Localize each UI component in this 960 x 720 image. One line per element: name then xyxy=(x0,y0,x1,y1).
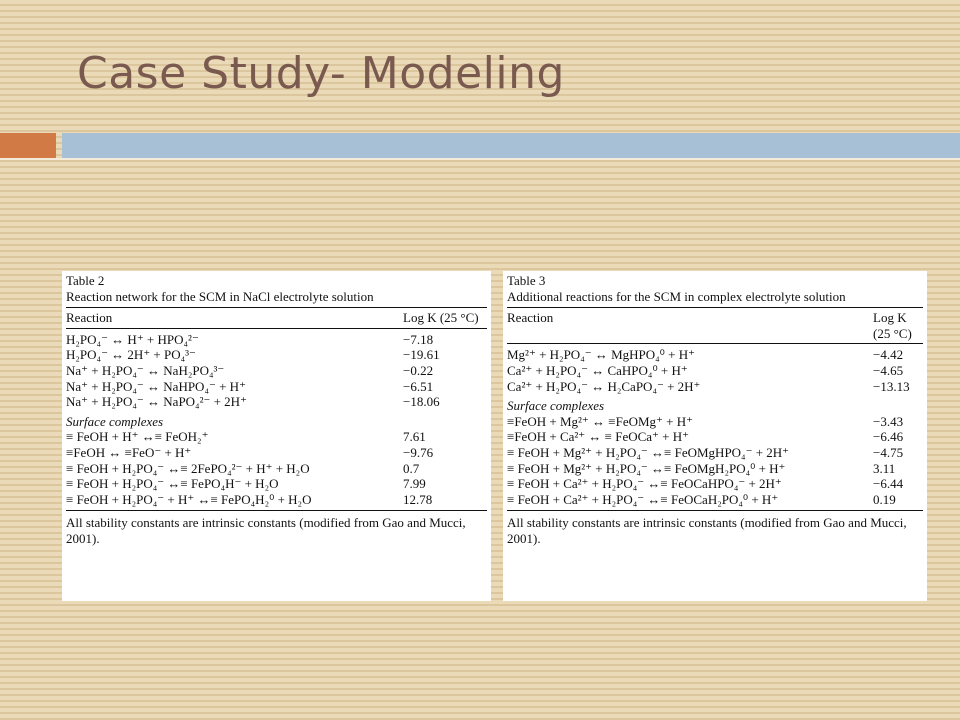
reaction-cell: ≡ FeOH + H₂PO₄⁻ + H⁺ ↔≡ FePO₄H₂⁰ + H₂O xyxy=(66,491,312,507)
table-row: ≡FeOH ↔ ≡FeO⁻ + H⁺ −9.76 xyxy=(66,445,487,461)
column-header-reaction: Reaction xyxy=(66,310,113,326)
reaction-cell: Na⁺ + H₂PO₄⁻ ↔ NaPO₄²⁻ + 2H⁺ xyxy=(66,394,247,410)
reaction-cell: ≡ FeOH + H⁺ ↔≡ FeOH₂⁺ xyxy=(66,429,209,445)
table-row: ≡ FeOH + Ca²⁺ + H₂PO₄⁻ ↔≡ FeOCaH₂PO₄⁰ + … xyxy=(507,492,923,508)
reaction-cell: ≡ FeOH + Ca²⁺ + H₂PO₄⁻ ↔≡ FeOCaH₂PO₄⁰ + … xyxy=(507,491,779,507)
table-row: ≡ FeOH + H₂PO₄⁻ + H⁺ ↔≡ FePO₄H₂⁰ + H₂O 12… xyxy=(66,492,487,508)
logk-cell: 0.19 xyxy=(873,491,896,507)
logk-cell: 7.99 xyxy=(403,476,426,492)
table-3-surface-rows: ≡FeOH + Mg²⁺ ↔ ≡FeOMg⁺ + H⁺ −3.43 ≡FeOH +… xyxy=(507,414,923,508)
table-2-image: Table 2 Reaction network for the SCM in … xyxy=(62,271,491,601)
table-3-caption: Additional reactions for the SCM in comp… xyxy=(507,288,846,304)
logk-cell: 0.7 xyxy=(403,460,420,476)
logk-cell: −3.43 xyxy=(873,413,904,429)
divider-line xyxy=(0,158,960,160)
logk-cell: −9.76 xyxy=(403,444,434,460)
reaction-cell: Ca²⁺ + H₂PO₄⁻ ↔ CaHPO₄⁰ + H⁺ xyxy=(507,362,688,378)
logk-cell: −6.51 xyxy=(403,378,434,394)
reaction-cell: Mg²⁺ + H₂PO₄⁻ ↔ MgHPO₄⁰ + H⁺ xyxy=(507,347,695,363)
slide-title: Case Study- Modeling xyxy=(77,48,565,99)
logk-cell: −4.75 xyxy=(873,444,904,460)
reaction-cell: ≡ FeOH + Mg²⁺ + H₂PO₄⁻ ↔≡ FeOMgHPO₄⁻ + 2… xyxy=(507,444,790,460)
table-row: Ca²⁺ + H₂PO₄⁻ ↔ CaHPO₄⁰ + H⁺ −4.65 xyxy=(507,363,923,379)
table-3-image: Table 3 Additional reactions for the SCM… xyxy=(503,271,927,601)
reaction-cell: H₂PO₄⁻ ↔ H⁺ + HPO₄²⁻ xyxy=(66,331,199,347)
logk-cell: 12.78 xyxy=(403,491,433,507)
table-row: ≡ FeOH + Mg²⁺ + H₂PO₄⁻ ↔≡ FeOMgHPO₄⁻ + 2… xyxy=(507,445,923,461)
table-row: ≡FeOH + Ca²⁺ ↔ ≡ FeOCa⁺ + H⁺ −6.46 xyxy=(507,429,923,445)
logk-cell: 7.61 xyxy=(403,429,426,445)
table-3-header: Reaction Log K (25 °C) xyxy=(507,308,923,343)
table-row: ≡ FeOH + H₂PO₄⁻ ↔≡ FePO₄H⁻ + H₂O 7.99 xyxy=(66,476,487,492)
logk-cell: −18.06 xyxy=(403,394,440,410)
table-2-header: Reaction Log K (25 °C) xyxy=(66,308,487,328)
table-row: Na⁺ + H₂PO₄⁻ ↔ NaPO₄²⁻ + 2H⁺ −18.06 xyxy=(66,394,487,410)
logk-cell: −19.61 xyxy=(403,347,440,363)
reaction-cell: H₂PO₄⁻ ↔ 2H⁺ + PO₄³⁻ xyxy=(66,347,196,363)
logk-cell: −13.13 xyxy=(873,378,910,394)
section-heading: Surface complexes xyxy=(507,398,605,414)
reaction-cell: ≡FeOH + Mg²⁺ ↔ ≡FeOMg⁺ + H⁺ xyxy=(507,413,693,429)
reaction-cell: ≡ FeOH + H₂PO₄⁻ ↔≡ FePO₄H⁻ + H₂O xyxy=(66,476,279,492)
table-row: Ca²⁺ + H₂PO₄⁻ ↔ H₂CaPO₄⁻ + 2H⁺ −13.13 xyxy=(507,379,923,395)
logk-cell: −0.22 xyxy=(403,362,434,378)
accent-bar-blue xyxy=(62,133,960,158)
table-3-rows: Mg²⁺ + H₂PO₄⁻ ↔ MgHPO₄⁰ + H⁺ −4.42 Ca²⁺ +… xyxy=(507,347,923,394)
table-row: Na⁺ + H₂PO₄⁻ ↔ NaH₂PO₄³⁻ −0.22 xyxy=(66,363,487,379)
column-header-logk: Log K (25 °C) xyxy=(403,310,479,326)
table-row: ≡ FeOH + Mg²⁺ + H₂PO₄⁻ ↔≡ FeOMgH₂PO₄⁰ + … xyxy=(507,461,923,477)
logk-cell: −4.42 xyxy=(873,347,904,363)
table-2-surface-rows: ≡ FeOH + H⁺ ↔≡ FeOH₂⁺ 7.61 ≡FeOH ↔ ≡FeO⁻ … xyxy=(66,429,487,507)
column-header-logk: Log K xyxy=(873,310,907,326)
reaction-cell: ≡ FeOH + Ca²⁺ + H₂PO₄⁻ ↔≡ FeOCaHPO₄⁻ + 2… xyxy=(507,476,782,492)
table-2-rows: H₂PO₄⁻ ↔ H⁺ + HPO₄²⁻ −7.18 H₂PO₄⁻ ↔ 2H⁺ +… xyxy=(66,332,487,410)
logk-cell: 3.11 xyxy=(873,460,896,476)
table-row: H₂PO₄⁻ ↔ H⁺ + HPO₄²⁻ −7.18 xyxy=(66,332,487,348)
logk-cell: −6.44 xyxy=(873,476,904,492)
table-row: Na⁺ + H₂PO₄⁻ ↔ NaHPO₄⁻ + H⁺ −6.51 xyxy=(66,379,487,395)
table-row: ≡FeOH + Mg²⁺ ↔ ≡FeOMg⁺ + H⁺ −3.43 xyxy=(507,414,923,430)
accent-bar-orange xyxy=(0,133,56,158)
column-header-reaction: Reaction xyxy=(507,310,554,326)
column-header-temperature: (25 °C) xyxy=(873,325,912,341)
table-2-caption: Reaction network for the SCM in NaCl ele… xyxy=(66,288,374,304)
table-row: ≡ FeOH + H⁺ ↔≡ FeOH₂⁺ 7.61 xyxy=(66,429,487,445)
table-2-label: Table 2 xyxy=(66,273,105,288)
table-3-label: Table 3 xyxy=(507,273,546,288)
reaction-cell: ≡FeOH + Ca²⁺ ↔ ≡ FeOCa⁺ + H⁺ xyxy=(507,429,689,445)
reaction-cell: ≡ FeOH + Mg²⁺ + H₂PO₄⁻ ↔≡ FeOMgH₂PO₄⁰ + … xyxy=(507,460,786,476)
logk-cell: −6.46 xyxy=(873,429,904,445)
table-3-footnote: All stability constants are intrinsic co… xyxy=(507,515,907,546)
table-row: ≡ FeOH + H₂PO₄⁻ ↔≡ 2FePO₄²⁻ + H⁺ + H₂O 0.… xyxy=(66,461,487,477)
reaction-cell: Ca²⁺ + H₂PO₄⁻ ↔ H₂CaPO₄⁻ + 2H⁺ xyxy=(507,378,701,394)
logk-cell: −4.65 xyxy=(873,362,904,378)
table-row: H₂PO₄⁻ ↔ 2H⁺ + PO₄³⁻ −19.61 xyxy=(66,347,487,363)
table-row: ≡ FeOH + Ca²⁺ + H₂PO₄⁻ ↔≡ FeOCaHPO₄⁻ + 2… xyxy=(507,476,923,492)
section-heading: Surface complexes xyxy=(66,413,164,429)
reaction-cell: ≡FeOH ↔ ≡FeO⁻ + H⁺ xyxy=(66,444,192,460)
reaction-cell: Na⁺ + H₂PO₄⁻ ↔ NaHPO₄⁻ + H⁺ xyxy=(66,378,246,394)
logk-cell: −7.18 xyxy=(403,331,434,347)
reaction-cell: ≡ FeOH + H₂PO₄⁻ ↔≡ 2FePO₄²⁻ + H⁺ + H₂O xyxy=(66,460,310,476)
table-row: Mg²⁺ + H₂PO₄⁻ ↔ MgHPO₄⁰ + H⁺ −4.42 xyxy=(507,347,923,363)
table-2-footnote: All stability constants are intrinsic co… xyxy=(66,515,466,546)
reaction-cell: Na⁺ + H₂PO₄⁻ ↔ NaH₂PO₄³⁻ xyxy=(66,362,225,378)
